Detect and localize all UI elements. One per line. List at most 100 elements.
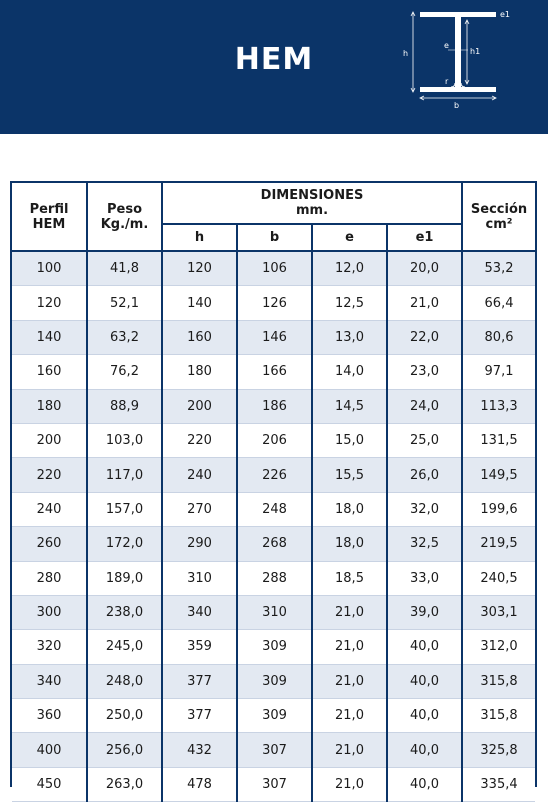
cell-perfil: 300 (12, 595, 88, 631)
cell-perfil: 140 (12, 320, 88, 356)
cell-perfil: 240 (12, 492, 88, 528)
b-label: b (454, 101, 459, 110)
table-row: 300 238,0 340 310 21,0 39,0 303,1 (12, 595, 536, 631)
cell-h: 140 (162, 285, 238, 321)
table-row: 200 103,0 220 206 15,0 25,0 131,5 (12, 423, 536, 459)
cell-h: 377 (162, 698, 238, 734)
cell-perfil: 360 (12, 698, 88, 734)
table-row: 140 63,2 160 146 13,0 22,0 80,6 (12, 320, 536, 356)
cell-perfil: 200 (12, 423, 88, 459)
cell-h: 180 (162, 354, 238, 390)
col-header-seccion-line1: Sección (470, 201, 528, 217)
web (455, 17, 461, 87)
cell-seccion: 149,5 (462, 457, 536, 493)
col-header-seccion: Sección cm² (462, 183, 536, 252)
cell-seccion: 325,8 (462, 732, 536, 768)
cell-seccion: 113,3 (462, 389, 536, 424)
cell-h: 120 (162, 251, 238, 287)
cell-perfil: 160 (12, 354, 88, 390)
table-body: 100 41,8 120 106 12,0 20,0 53,2 120 52,1 140 126 12… (12, 251, 536, 802)
table-row: 160 76,2 180 166 14,0 23,0 97,1 (12, 354, 536, 390)
cell-peso: 63,2 (87, 320, 163, 356)
top-flange (420, 12, 496, 17)
cell-e1: 26,0 (387, 457, 464, 493)
cell-b: 309 (237, 629, 313, 665)
cell-e1: 23,0 (387, 354, 464, 390)
cell-e: 13,0 (312, 320, 388, 356)
col-header-seccion-line2: cm² (485, 216, 513, 232)
cell-seccion: 80,6 (462, 320, 536, 356)
cell-perfil: 120 (12, 285, 88, 321)
cell-b: 166 (237, 354, 313, 390)
cell-e: 12,0 (312, 251, 388, 287)
cell-seccion: 240,5 (462, 561, 536, 596)
cell-b: 309 (237, 664, 313, 700)
cell-e1: 40,0 (387, 629, 464, 665)
cell-h: 340 (162, 595, 238, 631)
cell-peso: 103,0 (87, 423, 163, 459)
cell-b: 288 (237, 561, 313, 596)
cell-e1: 40,0 (387, 664, 464, 700)
cell-b: 309 (237, 698, 313, 734)
h-arrows (410, 11, 416, 93)
h1-arrows (464, 19, 470, 85)
col-group-dimensiones-line2: mm. (295, 203, 329, 218)
cell-h: 310 (162, 561, 238, 596)
cell-perfil: 280 (12, 561, 88, 596)
cell-e1: 22,0 (387, 320, 464, 356)
hem-profile-diagram: e1 h h1 e r b (402, 6, 522, 110)
e-label: e (444, 41, 449, 50)
cell-e1: 24,0 (387, 389, 464, 424)
cell-perfil: 340 (12, 664, 88, 700)
cell-b: 106 (237, 251, 313, 287)
cell-b: 248 (237, 492, 313, 528)
cell-peso: 189,0 (87, 561, 163, 596)
cell-peso: 263,0 (87, 767, 163, 802)
cell-seccion: 315,8 (462, 698, 536, 734)
cell-b: 226 (237, 457, 313, 493)
r-label: r (445, 77, 449, 86)
table-row: 260 172,0 290 268 18,0 32,5 219,5 (12, 526, 536, 562)
cell-seccion: 335,4 (462, 767, 536, 802)
cell-b: 307 (237, 732, 313, 768)
cell-e: 15,0 (312, 423, 388, 459)
cell-e: 18,5 (312, 561, 388, 596)
cell-e: 18,0 (312, 526, 388, 562)
col-header-perfil: Perfil HEM (12, 183, 88, 252)
fillet-left (450, 82, 456, 88)
cell-perfil: 320 (12, 629, 88, 665)
cell-e: 21,0 (312, 664, 388, 700)
cell-seccion: 315,8 (462, 664, 536, 700)
table-row: 400 256,0 432 307 21,0 40,0 325,8 (12, 732, 536, 768)
cell-peso: 250,0 (87, 698, 163, 734)
cell-seccion: 303,1 (462, 595, 536, 631)
hem-data-table: Perfil HEM Peso Kg./m. DIMENSIONES mm. S… (12, 183, 536, 802)
table-row: 220 117,0 240 226 15,5 26,0 149,5 (12, 457, 536, 493)
col-header-peso: Peso Kg./m. (87, 183, 163, 252)
cell-seccion: 219,5 (462, 526, 536, 562)
header-banner: HEM e1 h h1 e r (0, 0, 548, 134)
cell-perfil: 180 (12, 389, 88, 424)
cell-peso: 41,8 (87, 251, 163, 287)
cell-e: 21,0 (312, 732, 388, 768)
cell-b: 146 (237, 320, 313, 356)
col-header-e1: e1 (387, 224, 464, 252)
col-header-e: e (312, 224, 388, 252)
col-header-perfil-line2: HEM (32, 216, 66, 232)
cell-h: 220 (162, 423, 238, 459)
cell-peso: 238,0 (87, 595, 163, 631)
cell-peso: 88,9 (87, 389, 163, 424)
cell-h: 359 (162, 629, 238, 665)
cell-e1: 21,0 (387, 285, 464, 321)
cell-e: 21,0 (312, 698, 388, 734)
cell-h: 290 (162, 526, 238, 562)
cell-e1: 40,0 (387, 698, 464, 734)
table-row: 180 88,9 200 186 14,5 24,0 113,3 (12, 389, 536, 424)
cell-peso: 157,0 (87, 492, 163, 528)
cell-e: 18,0 (312, 492, 388, 528)
cell-peso: 248,0 (87, 664, 163, 700)
cell-perfil: 450 (12, 767, 88, 802)
cell-peso: 245,0 (87, 629, 163, 665)
table-row: 240 157,0 270 248 18,0 32,0 199,6 (12, 492, 536, 528)
fillet-right (460, 82, 466, 88)
